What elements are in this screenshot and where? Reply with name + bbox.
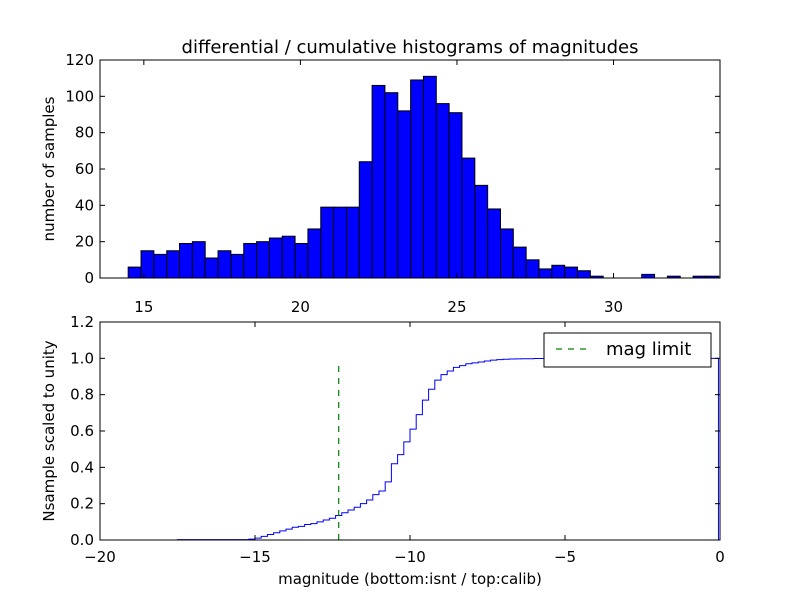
cumulative-lines: [100, 357, 719, 541]
histogram-bar: [345, 206, 360, 279]
bottom-x-tick-label: −20: [84, 548, 116, 566]
legend-box: [543, 332, 712, 368]
histogram-bar: [384, 92, 399, 279]
histogram-bar: [551, 264, 566, 279]
histogram-bar: [461, 157, 476, 279]
bottom-axis-ticks: −20 −15 −10 −5 0 0.0 0.2 0.4 0.6 0.8 1.0 1.2: [70, 313, 725, 566]
bottom-y-tick-label: 0.2: [70, 495, 94, 513]
top-x-tick-label: 30: [604, 298, 623, 316]
bottom-y-tick-label: 0.0: [70, 531, 94, 549]
histogram-bar: [410, 79, 424, 279]
histogram-bar: [474, 184, 489, 279]
histogram-bar: [487, 208, 501, 279]
cumulative-step-line: [100, 357, 719, 541]
bottom-axes-frame: [99, 321, 721, 541]
histogram-bar: [641, 273, 656, 279]
bottom-y-axis-label: Nsample scaled to unity: [40, 340, 58, 521]
top-x-tick-label: 20: [291, 298, 310, 316]
bottom-x-tick-label: −10: [394, 548, 426, 566]
chart-title: differential / cumulative histograms of …: [182, 37, 639, 58]
histogram-bar: [577, 270, 591, 279]
bottom-y-tick-label: 1.0: [70, 349, 94, 367]
histogram-bars: [127, 75, 720, 279]
top-y-tick-label: 60: [75, 160, 94, 178]
histogram-bar: [525, 259, 540, 279]
histogram-bar: [397, 110, 412, 279]
histogram-bar: [153, 253, 168, 279]
histogram-bar: [191, 241, 206, 279]
top-y-tick-label: 20: [75, 233, 94, 251]
histogram-bar: [358, 161, 373, 279]
legend: mag limit: [543, 332, 712, 368]
bottom-y-tick-label: 0.6: [70, 422, 94, 440]
cumulative-panel: −20 −15 −10 −5 0 0.0 0.2 0.4 0.6 0.8 1.0 1.2 magnit…: [40, 313, 725, 588]
bottom-x-tick-label: −5: [554, 548, 576, 566]
bottom-y-tick-label: 0.4: [70, 458, 94, 476]
histogram-bar: [230, 253, 245, 279]
bottom-x-axis-label: magnitude (bottom:isnt / top:calib): [278, 570, 542, 588]
top-y-tick-label: 0: [84, 269, 94, 287]
bottom-y-tick-label: 0.8: [70, 386, 94, 404]
top-y-tick-label: 100: [65, 87, 94, 105]
histogram-bar: [281, 235, 296, 279]
histogram-bar: [499, 228, 514, 279]
histogram-bar: [307, 228, 322, 279]
histogram-bar: [140, 250, 155, 279]
histogram-bar: [294, 242, 309, 279]
top-y-axis-label: number of samples: [40, 96, 58, 241]
top-y-tick-label: 40: [75, 196, 94, 214]
top-y-tick-label: 80: [75, 124, 94, 142]
histogram-bar: [166, 250, 181, 279]
histogram-bar: [256, 241, 270, 279]
bottom-x-tick-label: −15: [239, 548, 271, 566]
top-x-tick-label: 15: [134, 298, 153, 316]
histogram-bar: [243, 242, 258, 279]
histogram-panel: differential / cumulative histograms of …: [40, 37, 721, 316]
bottom-y-tick-label: 1.2: [70, 313, 94, 331]
histogram-bar: [435, 103, 450, 279]
top-x-tick-label: 25: [447, 298, 466, 316]
histogram-bar: [538, 268, 553, 279]
top-y-tick-label: 120: [65, 51, 94, 69]
bottom-x-tick-label: 0: [715, 548, 725, 566]
histogram-bar: [268, 237, 283, 279]
histogram-bar: [204, 257, 219, 279]
histogram-bar: [217, 250, 232, 279]
histogram-bar: [320, 206, 335, 279]
histogram-bar: [564, 266, 579, 279]
histogram-bar: [422, 75, 437, 279]
legend-entry-mag-limit: mag limit: [606, 339, 691, 360]
histogram-bar: [512, 246, 527, 279]
histogram-bar: [179, 242, 193, 279]
histogram-bar: [448, 112, 463, 279]
histogram-bar: [333, 206, 347, 279]
histogram-bar: [371, 84, 386, 279]
top-axis-ticks: 15 20 25 30 0 20 40 60 80 100 120: [65, 51, 720, 316]
top-axes-frame: [99, 59, 721, 279]
histogram-bar: [127, 266, 142, 279]
